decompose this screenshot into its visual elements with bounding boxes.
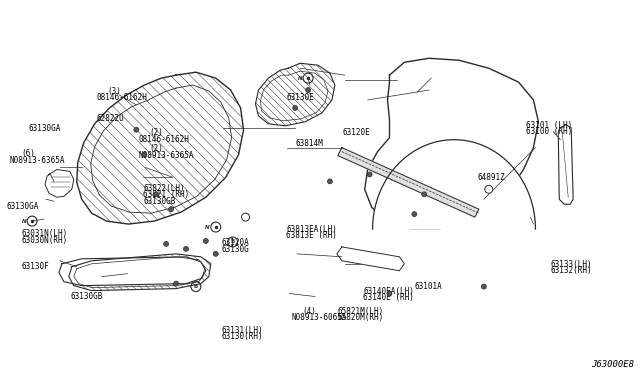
Text: 63130E: 63130E bbox=[287, 93, 315, 102]
Text: J63000E8: J63000E8 bbox=[591, 360, 634, 369]
Circle shape bbox=[213, 251, 218, 256]
Circle shape bbox=[412, 212, 417, 217]
Text: 63130(RH): 63130(RH) bbox=[221, 332, 263, 341]
Circle shape bbox=[422, 192, 427, 197]
Text: 64891Z: 64891Z bbox=[477, 173, 506, 182]
Text: 63813EA(LH): 63813EA(LH) bbox=[286, 225, 337, 234]
Text: N: N bbox=[298, 76, 302, 81]
Circle shape bbox=[485, 185, 493, 193]
Text: 63130GB: 63130GB bbox=[71, 292, 103, 301]
Circle shape bbox=[387, 291, 392, 296]
Text: (2): (2) bbox=[150, 144, 164, 153]
Polygon shape bbox=[558, 125, 573, 204]
Text: 63130G: 63130G bbox=[221, 245, 249, 254]
Text: 65821M(LH): 65821M(LH) bbox=[338, 307, 384, 316]
Text: 63101 (LH): 63101 (LH) bbox=[527, 121, 573, 130]
Text: 63133(LH): 63133(LH) bbox=[550, 260, 591, 269]
Polygon shape bbox=[45, 170, 74, 197]
Text: N08913-6365A: N08913-6365A bbox=[10, 156, 65, 165]
Circle shape bbox=[184, 246, 188, 251]
Circle shape bbox=[481, 284, 486, 289]
Polygon shape bbox=[77, 72, 244, 224]
Text: 63031N(LH): 63031N(LH) bbox=[21, 229, 68, 238]
Text: 63030N(RH): 63030N(RH) bbox=[21, 235, 68, 244]
Text: 63120E: 63120E bbox=[342, 128, 370, 137]
Polygon shape bbox=[338, 148, 479, 217]
Circle shape bbox=[164, 241, 168, 246]
Text: (4): (4) bbox=[303, 307, 317, 316]
Circle shape bbox=[142, 152, 147, 157]
Text: 63140EA(LH): 63140EA(LH) bbox=[364, 287, 414, 296]
Text: 63822(LH): 63822(LH) bbox=[143, 184, 185, 193]
Circle shape bbox=[241, 213, 250, 221]
Circle shape bbox=[306, 87, 310, 93]
Polygon shape bbox=[69, 254, 211, 291]
Text: 63130F: 63130F bbox=[21, 262, 49, 271]
Text: N: N bbox=[22, 219, 26, 224]
Circle shape bbox=[168, 207, 173, 212]
Text: (6): (6) bbox=[21, 150, 35, 158]
Text: 63130GA: 63130GA bbox=[29, 124, 61, 132]
Circle shape bbox=[154, 192, 159, 197]
Circle shape bbox=[367, 172, 372, 177]
Text: 63130GA: 63130GA bbox=[6, 202, 38, 211]
Text: 63101A: 63101A bbox=[414, 282, 442, 291]
Text: 63814M: 63814M bbox=[296, 139, 324, 148]
Text: 63140E (RH): 63140E (RH) bbox=[364, 294, 414, 302]
Text: 63130GB: 63130GB bbox=[143, 197, 176, 206]
Text: 08146-6162H: 08146-6162H bbox=[139, 135, 190, 144]
Polygon shape bbox=[59, 257, 206, 286]
Text: 63120A: 63120A bbox=[221, 238, 249, 247]
Circle shape bbox=[134, 127, 139, 132]
Polygon shape bbox=[372, 140, 536, 229]
Circle shape bbox=[328, 179, 332, 184]
Text: (3): (3) bbox=[107, 87, 121, 96]
Circle shape bbox=[292, 105, 298, 110]
Text: B: B bbox=[194, 284, 198, 289]
Text: 63813E (RH): 63813E (RH) bbox=[286, 231, 337, 240]
Circle shape bbox=[173, 281, 179, 286]
Text: 63132(RH): 63132(RH) bbox=[550, 266, 591, 275]
Polygon shape bbox=[365, 58, 538, 229]
Text: 63821 (RH): 63821 (RH) bbox=[143, 190, 189, 199]
Text: N: N bbox=[205, 225, 210, 230]
Polygon shape bbox=[337, 247, 404, 271]
Text: B: B bbox=[230, 240, 235, 244]
Text: N08913-6065A: N08913-6065A bbox=[291, 313, 347, 322]
Text: 08146-6162H: 08146-6162H bbox=[97, 93, 147, 102]
Text: N08913-6365A: N08913-6365A bbox=[139, 151, 195, 160]
Text: 63100 (RH): 63100 (RH) bbox=[527, 127, 573, 136]
Circle shape bbox=[204, 238, 208, 243]
Text: (2): (2) bbox=[150, 128, 164, 137]
Polygon shape bbox=[255, 63, 335, 126]
Text: 62822U: 62822U bbox=[97, 113, 124, 123]
Text: 65820M(RH): 65820M(RH) bbox=[338, 313, 384, 322]
Text: 63131(LH): 63131(LH) bbox=[221, 326, 263, 335]
